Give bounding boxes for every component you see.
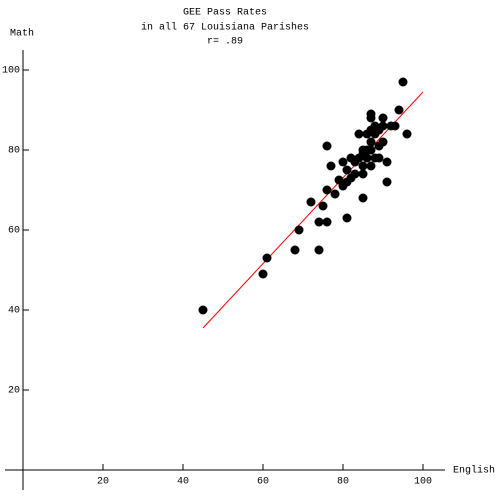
point (350, 169, 360, 179)
point (326, 161, 336, 171)
point (402, 129, 412, 139)
point (358, 169, 368, 179)
trend-line (202, 91, 424, 329)
point (290, 245, 300, 255)
point (322, 217, 332, 227)
y-tick-label: 80 (8, 146, 20, 157)
chart-subtitle: r= .89 (207, 37, 243, 48)
chart-subtitle: in all 67 Louisiana Parishes (141, 22, 309, 34)
point (366, 109, 376, 119)
point (382, 177, 392, 187)
x-tick-label: 40 (177, 477, 189, 488)
point (378, 137, 388, 147)
point (362, 145, 372, 155)
x-tick-label: 80 (337, 477, 349, 488)
x-tick-label: 100 (414, 477, 432, 488)
point (342, 165, 352, 175)
point (382, 157, 392, 167)
point (390, 121, 400, 131)
point (294, 225, 304, 235)
point (358, 193, 368, 203)
point (342, 213, 352, 223)
point (258, 269, 268, 279)
point (354, 129, 364, 139)
point (306, 197, 316, 207)
point (398, 77, 408, 87)
point (350, 157, 360, 167)
point (374, 153, 384, 163)
point (262, 253, 272, 263)
point (198, 305, 208, 315)
y-axis-label: Math (10, 28, 34, 40)
point (394, 105, 404, 115)
x-axis-label: English (453, 465, 495, 477)
point (318, 201, 328, 211)
point (378, 113, 388, 123)
y-tick-label: 100 (2, 66, 20, 77)
y-tick-label: 60 (8, 226, 20, 237)
point (322, 141, 332, 151)
x-tick-label: 60 (257, 477, 269, 488)
y-tick-label: 20 (8, 386, 20, 397)
chart-title: GEE Pass Rates (183, 8, 267, 19)
point (334, 175, 344, 185)
point (366, 161, 376, 171)
point (370, 129, 380, 139)
point (362, 153, 372, 163)
point (322, 185, 332, 195)
point (358, 161, 368, 171)
point (314, 217, 324, 227)
point (378, 121, 388, 131)
x-tick-label: 20 (97, 477, 109, 488)
point (330, 189, 340, 199)
y-tick-label: 40 (8, 306, 20, 317)
point (366, 137, 376, 147)
point (314, 245, 324, 255)
point (338, 157, 348, 167)
